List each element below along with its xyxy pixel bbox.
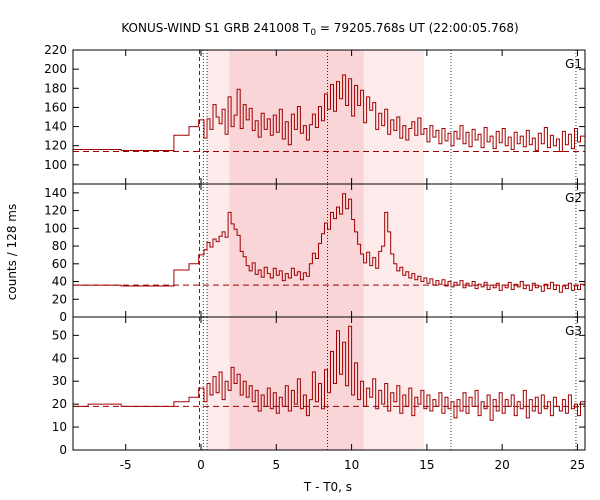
y-tick-label: 10 xyxy=(52,420,67,434)
x-tick-label: 20 xyxy=(495,458,510,472)
count-rate-trace xyxy=(73,74,586,152)
x-tick-label: 10 xyxy=(344,458,359,472)
y-tick-label: 200 xyxy=(44,62,67,76)
y-tick-label: 0 xyxy=(59,310,67,324)
chart-title: KONUS-WIND S1 GRB 241008 T0 = 79205.768s… xyxy=(121,21,518,38)
x-tick-label: -5 xyxy=(120,458,132,472)
panel-name-label: G3 xyxy=(565,324,582,338)
y-tick-label: 120 xyxy=(44,204,67,218)
y-axis-label: counts / 128 ms xyxy=(5,204,19,300)
y-tick-label: 80 xyxy=(52,239,67,253)
y-tick-label: 100 xyxy=(44,158,67,172)
y-tick-label: 60 xyxy=(52,257,67,271)
y-tick-label: 30 xyxy=(52,374,67,388)
panel-name-label: G2 xyxy=(565,191,582,205)
panel-g2: 0 20 40 60 80 100 120 140 G2 xyxy=(44,183,586,324)
x-tick-label: 0 xyxy=(197,458,205,472)
y-tick-label: 120 xyxy=(44,139,67,153)
y-tick-label: 180 xyxy=(44,81,67,95)
y-tick-label: 140 xyxy=(44,120,67,134)
count-rate-trace xyxy=(73,193,586,293)
y-tick-label: 220 xyxy=(44,43,67,57)
panel-g3: 0 10 20 30 40 50 G3 xyxy=(52,316,586,457)
y-tick-label: 20 xyxy=(52,397,67,411)
y-tick-label: 100 xyxy=(44,221,67,235)
interval-band-dark xyxy=(229,50,364,184)
panel-g1: 100 120 140 160 180 200 220 G1 xyxy=(44,43,586,185)
y-tick-label: 50 xyxy=(52,328,67,342)
x-tick-label: 25 xyxy=(570,458,585,472)
interval-band-dark xyxy=(229,184,364,317)
x-axis-label: T - T0, s xyxy=(303,480,352,494)
panels-group: 100120140160180200220G102040608010012014… xyxy=(44,43,586,472)
y-tick-label: 0 xyxy=(59,443,67,457)
panel-frame xyxy=(72,316,586,451)
count-rate-trace xyxy=(73,325,586,421)
y-tick-label: 40 xyxy=(52,351,67,365)
y-tick-label: 20 xyxy=(52,292,67,306)
y-tick-label: 160 xyxy=(44,100,67,114)
panel-name-label: G1 xyxy=(565,57,582,71)
interval-band-dark xyxy=(229,317,364,450)
y-tick-label: 140 xyxy=(44,186,67,200)
x-tick-label: 15 xyxy=(419,458,434,472)
x-tick-label: 5 xyxy=(272,458,280,472)
y-tick-label: 40 xyxy=(52,275,67,289)
